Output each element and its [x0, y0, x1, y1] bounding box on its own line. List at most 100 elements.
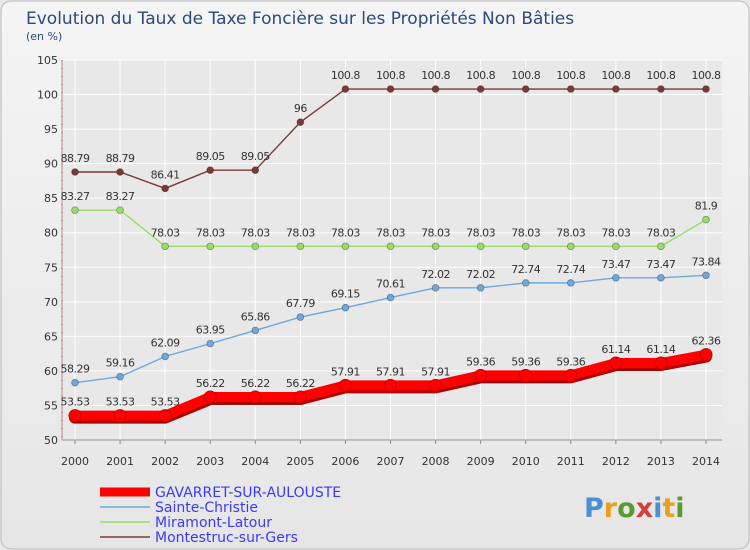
data-point: [521, 279, 530, 287]
data-label: 67.79: [286, 297, 315, 310]
data-label: 53.53: [61, 396, 90, 409]
data-label: 78.03: [241, 226, 270, 239]
data-point: [654, 356, 668, 370]
data-point: [702, 85, 710, 93]
chart-subtitle: (en %): [26, 30, 62, 43]
data-label: 73.47: [601, 258, 630, 271]
data-point: [206, 242, 215, 251]
logo-letter: i: [675, 493, 684, 524]
data-label: 100.8: [646, 69, 675, 82]
data-point: [612, 274, 620, 282]
x-tick-label: 2007: [377, 455, 405, 468]
logo-letter: r: [604, 493, 618, 524]
data-label: 83.27: [106, 190, 135, 203]
data-point: [341, 85, 350, 93]
data-label: 72.02: [421, 268, 450, 281]
data-point: [71, 168, 79, 176]
data-point: [657, 242, 665, 251]
data-label: 78.03: [466, 226, 495, 239]
data-label: 86.41: [151, 168, 180, 181]
data-point: [341, 242, 350, 251]
legend-label: GAVARRET-SUR-AULOUSTE: [155, 485, 341, 501]
y-tick-label: 105: [37, 54, 58, 67]
data-label: 61.14: [646, 343, 675, 356]
x-axis: 2000 2001 2002 2003 2004 2005 2006 2007 2008 2009…: [61, 439, 722, 468]
data-point: [566, 242, 575, 251]
y-tick-label: 80: [44, 227, 58, 240]
data-point: [116, 372, 124, 381]
data-point: [116, 168, 124, 176]
chart-title: Evolution du Taux de Taxe Foncière sur l…: [26, 9, 574, 29]
logo-letter: i: [653, 493, 662, 524]
y-tick-label: 75: [44, 261, 58, 274]
data-point: [609, 356, 623, 370]
data-point: [206, 166, 215, 175]
data-point: [386, 293, 395, 302]
legend-label: Sainte-Christie: [155, 500, 258, 516]
legend: GAVARRET-SUR-AULOUSTESainte-ChristieMira…: [100, 485, 341, 546]
data-label: 88.79: [106, 152, 135, 165]
plot-area: [62, 60, 722, 440]
data-point: [657, 274, 665, 282]
x-tick-label: 2001: [106, 455, 134, 468]
data-point: [566, 279, 575, 287]
data-point: [161, 352, 169, 361]
data-point: [476, 284, 485, 292]
x-tick-label: 2011: [557, 455, 585, 468]
data-point: [521, 242, 530, 251]
x-tick-label: 2000: [61, 455, 89, 468]
data-label: 59.36: [466, 355, 495, 368]
data-point: [699, 348, 713, 362]
data-label: 100.8: [511, 69, 540, 82]
proxiti-logo: Proxiti: [584, 493, 685, 524]
data-point: [161, 242, 169, 251]
data-label: 78.03: [151, 226, 180, 239]
data-label: 100.8: [466, 69, 495, 82]
data-point: [702, 271, 710, 280]
logo-letter: P: [584, 493, 604, 524]
data-point: [702, 215, 710, 224]
data-label: 65.86: [241, 310, 270, 323]
data-point: [431, 242, 440, 251]
data-point: [203, 390, 217, 404]
logo-letter: t: [662, 493, 675, 524]
x-tick-label: 2014: [692, 455, 720, 468]
data-point: [476, 242, 485, 251]
data-label: 81.9: [695, 200, 718, 213]
data-label: 78.03: [646, 226, 675, 239]
logo-letter: x: [636, 493, 653, 524]
data-label: 59.36: [511, 355, 540, 368]
data-point: [248, 390, 262, 404]
data-label: 57.91: [421, 365, 450, 378]
legend-label: Montestruc-sur-Gers: [155, 530, 298, 546]
data-point: [429, 378, 443, 392]
data-point: [206, 339, 215, 348]
series-layer: [68, 85, 713, 424]
data-point: [386, 85, 395, 93]
x-tick-label: 2012: [602, 455, 630, 468]
data-point: [657, 85, 665, 93]
data-point: [71, 378, 79, 387]
data-label: 96: [294, 102, 307, 115]
data-labels-layer: 88.79 88.79 86.41 89.05 89.05 96 100.8 100.8 100…: [61, 69, 722, 409]
data-label: 73.84: [692, 255, 721, 268]
data-label: 88.79: [61, 152, 90, 165]
data-label: 57.91: [331, 365, 360, 378]
data-label: 69.15: [331, 288, 360, 301]
data-label: 78.03: [196, 226, 225, 239]
data-point: [519, 368, 533, 382]
y-tick-label: 65: [44, 330, 58, 343]
data-point: [158, 409, 172, 423]
data-point: [293, 390, 307, 404]
y-axis: 50 55 60 65 70 75 80 85 90 95 100 105: [37, 54, 63, 447]
data-point: [384, 378, 397, 392]
data-label: 59.16: [106, 357, 135, 370]
data-label: 59.36: [556, 355, 585, 368]
data-label: 62.09: [151, 336, 180, 349]
x-tick-label: 2006: [331, 455, 359, 468]
data-point: [612, 85, 620, 93]
data-point: [564, 368, 578, 382]
data-label: 61.14: [601, 343, 630, 356]
data-point: [251, 166, 260, 175]
data-label: 78.03: [331, 226, 360, 239]
